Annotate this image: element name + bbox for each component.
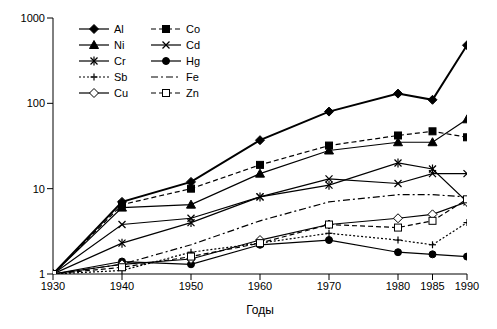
html-text:Ni: Ni	[114, 39, 125, 51]
svg-text:1: 1	[39, 268, 45, 280]
html-text:Fe: Fe	[186, 71, 199, 83]
html-text:Zn: Zn	[186, 87, 199, 99]
html-text:Cd: Cd	[186, 39, 201, 51]
svg-text:1950: 1950	[179, 280, 203, 292]
svg-text:100: 100	[27, 97, 45, 109]
svg-text:1970: 1970	[317, 280, 341, 292]
html-text:Co: Co	[186, 23, 201, 35]
svg-text:1985: 1985	[420, 280, 444, 292]
html-text:Cu: Cu	[114, 87, 129, 99]
html-text:Sb: Sb	[114, 71, 128, 83]
svg-text:1990: 1990	[455, 280, 479, 292]
svg-text:1980: 1980	[386, 280, 410, 292]
html-text:Al: Al	[114, 23, 124, 35]
svg-text:1940: 1940	[110, 280, 134, 292]
svg-text:10: 10	[33, 183, 45, 195]
html-text:Cr: Cr	[114, 55, 126, 67]
svg-text:1930: 1930	[41, 280, 65, 292]
svg-text:Годы: Годы	[246, 303, 274, 317]
svg-text:1960: 1960	[248, 280, 272, 292]
svg-text:1000: 1000	[21, 12, 45, 24]
html-text:Hg: Hg	[186, 55, 201, 67]
